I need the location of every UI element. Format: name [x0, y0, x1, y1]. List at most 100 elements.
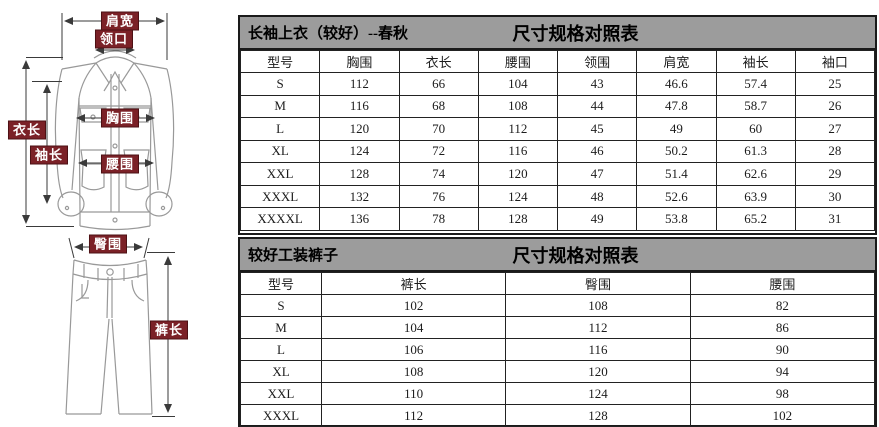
table-cell: 70 — [398, 117, 479, 141]
table-cell: 128 — [319, 162, 400, 186]
table-cell: 112 — [477, 117, 559, 141]
measure-label-shoulder-width: 肩宽 — [100, 11, 140, 31]
table-row: S 112 66 104 43 46.6 57.4 25 — [239, 72, 876, 96]
table-cell: 110 — [320, 382, 507, 405]
table-cell: 102 — [689, 404, 876, 427]
table-cell: L — [239, 117, 321, 141]
measure-label-garment-length: 衣长 — [7, 120, 47, 140]
table-cell: 86 — [689, 316, 876, 339]
jacket-size-table-section: 长袖上衣（较好）--春秋 尺寸规格对照表 型号 胸围 衣长 腰围 领围 肩宽 袖长 袖口 S 11… — [238, 15, 877, 235]
column-header: 裤长 — [320, 272, 507, 295]
table-cell: L — [240, 338, 322, 361]
table-cell: 61.3 — [715, 139, 796, 164]
table-cell: 47.8 — [636, 94, 717, 119]
column-header: 袖长 — [715, 50, 796, 73]
table-cell: 108 — [320, 360, 507, 383]
column-header: 型号 — [239, 50, 321, 73]
table-cell: 116 — [477, 139, 559, 164]
pants-table-caption: 较好工装裤子 尺寸规格对照表 — [240, 239, 875, 272]
measure-label-pants-length: 裤长 — [149, 320, 189, 340]
table-cell: 76 — [398, 184, 479, 209]
table-cell: 30 — [794, 184, 876, 209]
measure-label-chest: 胸围 — [100, 108, 140, 128]
table-cell: XL — [239, 139, 321, 164]
table-row: S 102 108 82 — [240, 294, 876, 317]
header-row: 型号 裤长 臀围 腰围 — [240, 272, 876, 295]
table-cell: M — [240, 316, 322, 339]
jacket-table-caption: 长袖上衣（较好）--春秋 尺寸规格对照表 — [240, 17, 875, 50]
table-row: L 120 70 112 45 49 60 27 — [239, 117, 876, 141]
column-header: 臀围 — [505, 272, 691, 295]
table-row: XXL 110 124 98 — [240, 382, 876, 405]
table-row: M 104 112 86 — [240, 316, 876, 339]
table-cell: 48 — [556, 184, 638, 209]
table-row: L 106 116 90 — [240, 338, 876, 361]
table-cell: 53.8 — [636, 207, 717, 231]
column-header: 胸围 — [319, 50, 400, 73]
table-cell: 124 — [477, 184, 559, 209]
table-cell: 102 — [320, 294, 507, 317]
table-cell: XL — [240, 360, 322, 383]
table-cell: 29 — [794, 162, 876, 186]
table-cell: S — [240, 294, 322, 317]
column-header: 腰围 — [477, 50, 559, 73]
jacket-drawing — [54, 50, 175, 231]
table-cell: 25 — [794, 72, 876, 96]
table-cell: 46.6 — [636, 72, 717, 96]
pants-size-table: 型号 裤长 臀围 腰围 S 102 108 82 M 104 112 86 L 106 116 90 XL 108… — [240, 272, 876, 427]
table-cell: 28 — [794, 139, 876, 164]
table-cell: 49 — [556, 207, 638, 231]
table-cell: 63.9 — [715, 184, 796, 209]
table-cell: 50.2 — [636, 139, 717, 164]
table-row: XXXXL 136 78 128 49 53.8 65.2 31 — [239, 207, 876, 231]
table-cell: 66 — [398, 72, 479, 96]
table-cell: 44 — [556, 94, 638, 119]
column-header: 衣长 — [398, 50, 479, 73]
table-cell: 108 — [505, 294, 691, 317]
pants-drawing — [65, 259, 153, 415]
pants-product-name: 较好工装裤子 — [248, 248, 339, 264]
table-cell: 112 — [320, 404, 507, 427]
table-cell: 94 — [689, 360, 876, 383]
jacket-table-title: 尺寸规格对照表 — [512, 23, 639, 44]
table-cell: 49 — [636, 117, 717, 141]
measurement-diagram: 肩宽 领口 衣长 袖长 胸围 腰围 臀围 裤长 — [0, 0, 232, 427]
table-cell: 57.4 — [715, 72, 796, 96]
table-cell: 45 — [556, 117, 638, 141]
column-header: 型号 — [240, 272, 322, 295]
table-row: XXL 128 74 120 47 51.4 62.6 29 — [239, 162, 876, 186]
table-cell: 124 — [319, 139, 400, 164]
table-row: XL 108 120 94 — [240, 360, 876, 383]
table-cell: 58.7 — [715, 94, 796, 119]
pants-size-table-section: 较好工装裤子 尺寸规格对照表 型号 裤长 臀围 腰围 S 102 108 82 M 104 112 8… — [238, 237, 877, 427]
measure-label-hip: 臀围 — [88, 234, 128, 254]
table-cell: S — [239, 72, 321, 96]
table-cell: 74 — [398, 162, 479, 186]
table-cell: 27 — [794, 117, 876, 141]
header-row: 型号 胸围 衣长 腰围 领围 肩宽 袖长 袖口 — [239, 50, 876, 73]
table-cell: 106 — [320, 338, 507, 361]
table-cell: XXXXL — [239, 207, 321, 231]
table-cell: 46 — [556, 139, 638, 164]
column-header: 腰围 — [689, 272, 876, 295]
table-cell: 108 — [477, 94, 559, 119]
table-cell: 51.4 — [636, 162, 717, 186]
table-cell: M — [239, 94, 321, 119]
table-cell: XXXL — [239, 184, 321, 209]
table-cell: 72 — [398, 139, 479, 164]
table-cell: 47 — [556, 162, 638, 186]
table-cell: 104 — [320, 316, 507, 339]
table-cell: 116 — [319, 94, 400, 119]
table-cell: 112 — [319, 72, 400, 96]
table-cell: 98 — [689, 382, 876, 405]
table-row: M 116 68 108 44 47.8 58.7 26 — [239, 94, 876, 119]
table-cell: 31 — [794, 207, 876, 231]
table-cell: 43 — [556, 72, 638, 96]
measure-label-collar: 领口 — [94, 29, 134, 49]
table-cell: 120 — [477, 162, 559, 186]
column-header: 肩宽 — [636, 50, 717, 73]
table-cell: 62.6 — [715, 162, 796, 186]
table-cell: 78 — [398, 207, 479, 231]
table-cell: 104 — [477, 72, 559, 96]
